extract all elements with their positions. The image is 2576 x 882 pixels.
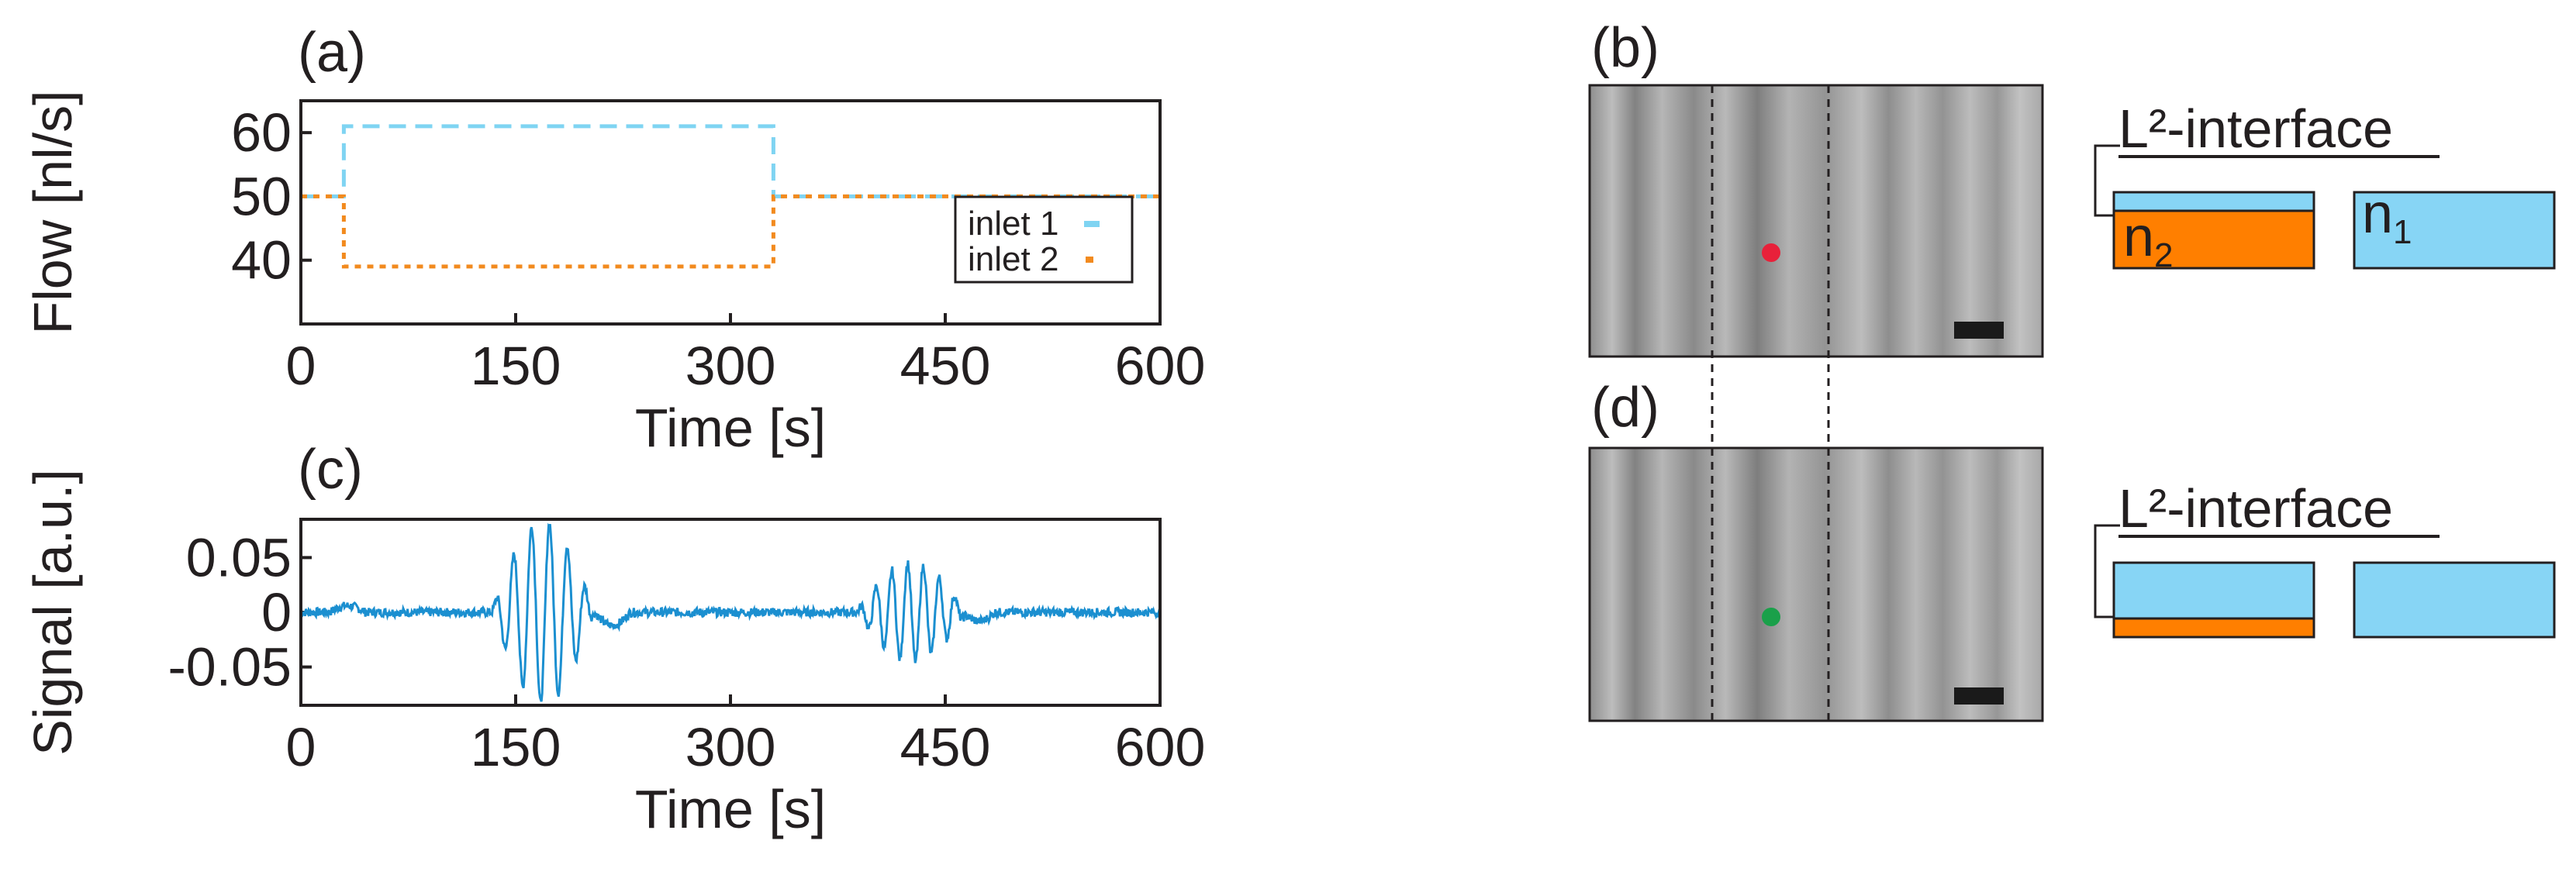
scale-bar — [1954, 322, 2004, 339]
y-tick-label: 40 — [231, 230, 292, 291]
interface-pointer — [2094, 524, 2128, 618]
series-line-inlet-2 — [301, 194, 1160, 269]
x-axis-label: Time [s] — [635, 779, 826, 839]
signal-trace — [300, 522, 1161, 702]
interface-schematic-d: L²-interface — [2094, 478, 2556, 639]
channel-left-bottom — [2112, 209, 2315, 270]
x-tick-label: 150 — [471, 717, 561, 777]
series-line-inlet-1 — [301, 124, 1160, 198]
x-tick-label: 600 — [1115, 717, 1206, 777]
flow-legend: inlet 1 inlet 2 — [954, 195, 1134, 284]
y-axis-label: Flow [nl/s] — [22, 90, 83, 334]
interface-title-b: L²-interface — [2118, 98, 2393, 159]
x-tick-label: 300 — [685, 336, 776, 396]
interface-title-d: L²-interface — [2118, 478, 2393, 539]
signal-chart-frame — [299, 518, 1162, 707]
x-tick-label: 300 — [685, 717, 776, 777]
x-tick-label: 150 — [471, 336, 561, 396]
scale-bar — [1954, 687, 2004, 705]
y-tick-label: 0.05 — [186, 527, 292, 587]
channel-right — [2353, 561, 2556, 639]
panel-label-b: (b) — [1591, 17, 1659, 79]
x-tick-label: 0 — [286, 717, 316, 777]
interface-schematic-b: L²-interface n2 n1 — [2094, 98, 2556, 274]
label-n2: n2 — [2123, 206, 2174, 274]
x-tick-label: 450 — [900, 717, 991, 777]
red-dot — [1762, 243, 1780, 262]
channel-right — [2353, 191, 2556, 270]
y-tick-label: 0 — [261, 582, 292, 643]
flow-chart-frame — [299, 99, 1162, 326]
x-tick-label: 600 — [1115, 336, 1206, 396]
legend-box — [954, 195, 1134, 284]
panel-label-a: (a) — [298, 22, 366, 84]
micrograph-b — [1588, 84, 2044, 358]
micrograph-d — [1588, 446, 2044, 722]
y-tick-label: 60 — [231, 102, 292, 163]
label-n1: n1 — [2362, 183, 2412, 251]
y-tick-label: 50 — [231, 166, 292, 226]
panel-label-d: (d) — [1591, 377, 1659, 439]
interface-pointer — [2094, 144, 2128, 217]
x-tick-label: 450 — [900, 336, 991, 396]
green-dot — [1762, 608, 1780, 626]
legend-label-inlet2: inlet 2 — [968, 240, 1058, 278]
legend-label-inlet1: inlet 1 — [968, 205, 1058, 243]
y-axis-label: Signal [a.u.] — [22, 469, 83, 756]
channel-left-bottom — [2112, 617, 2315, 639]
x-tick-label: 0 — [286, 336, 316, 396]
x-axis-label: Time [s] — [635, 398, 826, 458]
channel-left-top — [2112, 561, 2315, 620]
y-tick-label: -0.05 — [167, 637, 292, 698]
panel-label-c: (c) — [298, 439, 363, 501]
